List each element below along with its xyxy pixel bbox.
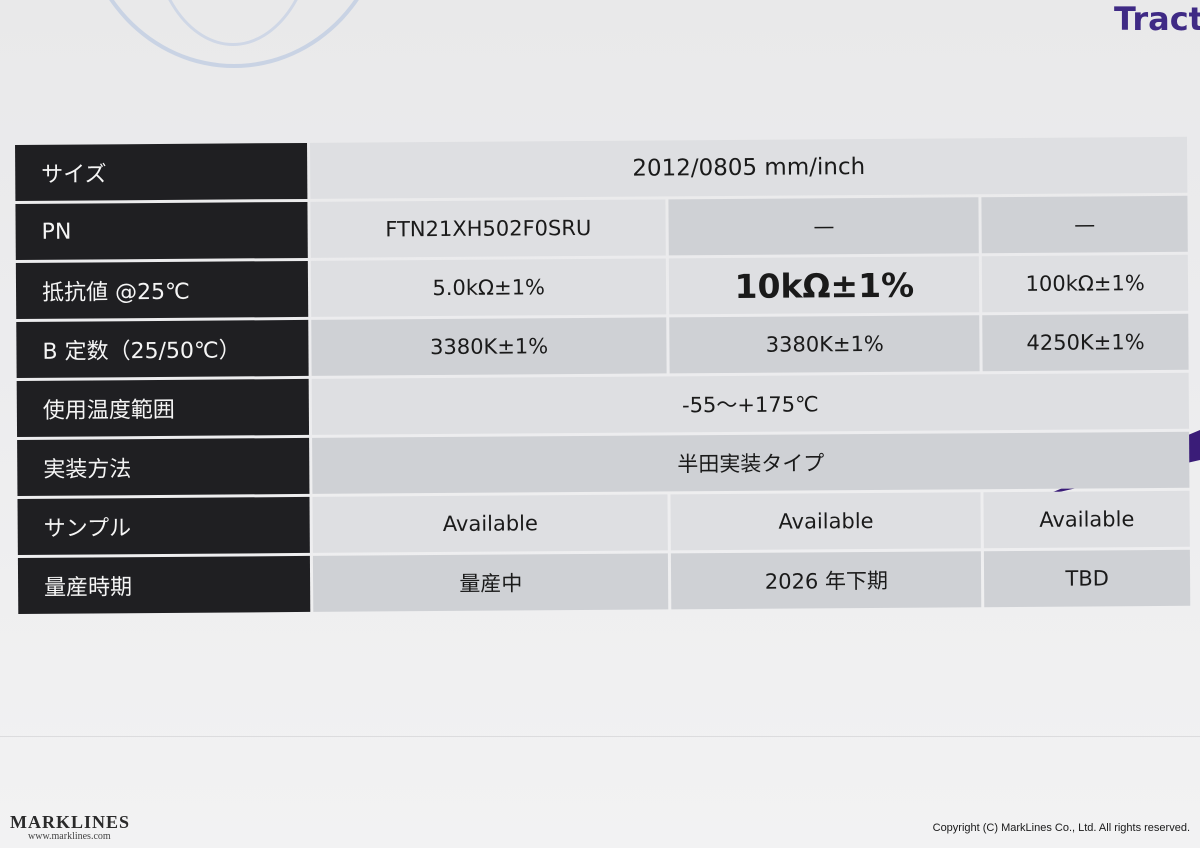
row-label-pn: PN (15, 201, 308, 260)
row-label-temp-range: 使用温度範囲 (16, 378, 310, 437)
table-cell: — (668, 197, 980, 256)
table-cell: 3380K±1% (311, 317, 668, 376)
table-cell: 3380K±1% (669, 315, 980, 374)
brand-title: Tract (1114, 0, 1200, 38)
copyright-notice: Copyright (C) MarkLines Co., Ltd. All ri… (932, 822, 1190, 834)
logo-text: MARKLINES (10, 812, 131, 832)
table-row: サンプル Available Available Available (17, 490, 1190, 555)
table-cell: FTN21XH502F0SRU (310, 199, 667, 258)
row-label-sample: サンプル (17, 496, 310, 555)
row-label-mounting: 実装方法 (17, 437, 310, 496)
spec-table: サイズ 2012/0805 mm/inch PN FTN21XH502F0SRU… (12, 134, 1193, 617)
table-row: B 定数（25/50℃） 3380K±1% 3380K±1% 4250K±1% (16, 313, 1189, 378)
table-cell: — (981, 195, 1188, 254)
table-cell: Available (670, 492, 982, 551)
marklines-logo: MARKLINES www.marklines.com (10, 812, 130, 842)
table-cell: 5.0kΩ±1% (310, 258, 667, 317)
table-cell: 量産中 (312, 553, 669, 612)
table-row: 抵抗値 @25℃ 5.0kΩ±1% 10kΩ±1% 100kΩ±1% (15, 254, 1189, 319)
table-cell: -55～+175℃ (311, 372, 1190, 435)
logo-url: www.marklines.com (28, 831, 111, 842)
row-label-resistance: 抵抗値 @25℃ (15, 260, 309, 319)
row-label-size: サイズ (15, 142, 308, 201)
table-cell: Available (983, 490, 1190, 549)
table-cell: 2026 年下期 (671, 551, 982, 610)
table-cell: TBD (984, 549, 1191, 608)
table-cell-highlight: 10kΩ±1% (669, 256, 980, 315)
table-row: PN FTN21XH502F0SRU — — (15, 195, 1188, 260)
table-row: 使用温度範囲 -55～+175℃ (16, 372, 1190, 437)
table-cell: 半田実装タイプ (312, 431, 1190, 494)
row-label-mass-production: 量産時期 (17, 555, 311, 614)
row-label-b-constant: B 定数（25/50℃） (16, 319, 309, 378)
table-row: サイズ 2012/0805 mm/inch (15, 136, 1188, 201)
table-row: 実装方法 半田実装タイプ (17, 431, 1190, 496)
table-cell: 100kΩ±1% (982, 254, 1189, 313)
slide-bottom-edge (0, 736, 1200, 737)
table-cell: 2012/0805 mm/inch (310, 136, 1188, 199)
table-row: 量産時期 量産中 2026 年下期 TBD (17, 549, 1191, 614)
table-cell: Available (312, 494, 669, 553)
table-cell: 4250K±1% (982, 313, 1189, 372)
